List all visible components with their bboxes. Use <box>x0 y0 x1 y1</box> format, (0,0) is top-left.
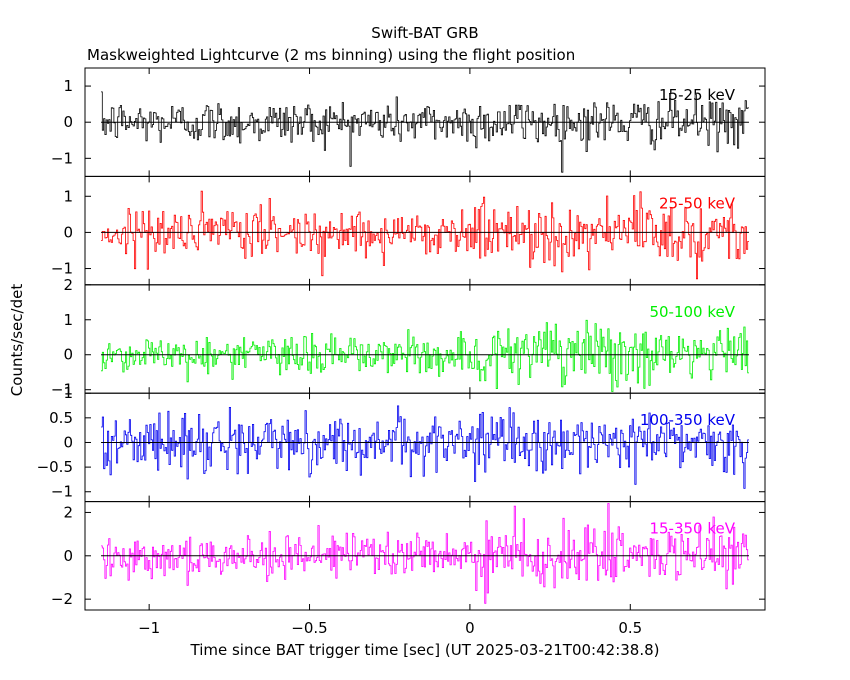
x-tick-label: −0.5 <box>291 619 327 637</box>
y-tick-label: −1 <box>51 260 73 278</box>
y-tick-label: −0.5 <box>37 458 73 476</box>
y-tick-label: −1 <box>51 381 73 399</box>
panel-2: −1 0 1 2 50-100 keV <box>51 276 766 399</box>
y-tick-label: 0 <box>63 113 73 131</box>
x-tick-label: −1 <box>138 619 160 637</box>
panel-1: −1 0 1 25-50 keV <box>51 175 766 286</box>
y-tick-label: 0 <box>63 346 73 364</box>
trace-3 <box>101 405 749 489</box>
band-label: 50-100 keV <box>649 303 735 321</box>
y-axis-label: Counts/sec/det <box>8 284 26 397</box>
y-tick-label: 2 <box>63 503 73 521</box>
band-label: 15-350 keV <box>649 520 735 538</box>
y-tick-label: 1 <box>63 77 73 95</box>
panels-group: −1 0 1 15-25 keV −1 0 1 25-50 keV −1 0 1 2 50-100 ke… <box>37 67 766 637</box>
panel-4: −2 0 2 15-350 keV <box>51 501 766 611</box>
y-tick-label: 2 <box>63 276 73 294</box>
panel-3: −1 −0.5 0 0.5 1 100-350 keV <box>37 384 766 503</box>
trace-0 <box>101 91 749 173</box>
y-tick-label: 1 <box>63 311 73 329</box>
y-tick-label: 0 <box>63 547 73 565</box>
y-tick-label: 1 <box>63 384 73 402</box>
chart-subtitle: Maskweighted Lightcurve (2 ms binning) u… <box>87 46 575 64</box>
y-tick-label: −1 <box>51 483 73 501</box>
y-tick-label: 1 <box>63 187 73 205</box>
trace-2 <box>101 319 749 392</box>
y-tick-label: −1 <box>51 149 73 167</box>
band-label: 25-50 keV <box>659 194 736 212</box>
y-tick-label: 0 <box>63 433 73 451</box>
y-tick-label: 0 <box>63 223 73 241</box>
x-axis-label: Time since BAT trigger time [sec] (UT 20… <box>190 641 660 659</box>
trace-1 <box>101 190 749 280</box>
x-tick-label: 0.5 <box>618 619 642 637</box>
x-tick-label: 0 <box>465 619 475 637</box>
panel-0: −1 0 1 15-25 keV <box>51 67 766 177</box>
y-tick-label: −2 <box>51 590 73 608</box>
trace-4 <box>101 503 749 604</box>
band-label: 100-350 keV <box>640 411 736 429</box>
chart-title: Swift-BAT GRB <box>371 24 478 42</box>
y-tick-label: 0.5 <box>49 409 73 427</box>
band-label: 15-25 keV <box>659 86 736 104</box>
